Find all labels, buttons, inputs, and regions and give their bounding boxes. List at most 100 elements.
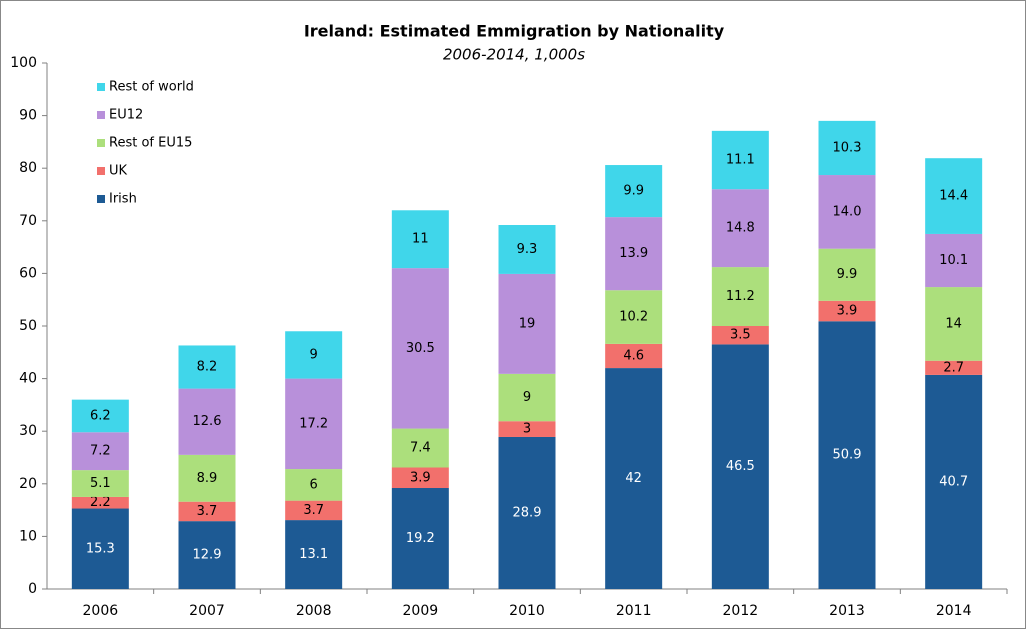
y-tick-label: 50 — [19, 318, 37, 334]
data-label: 15.3 — [86, 541, 115, 556]
data-label: 8.9 — [197, 471, 218, 486]
chart-title: Ireland: Estimated Emmigration by Nation… — [304, 22, 725, 41]
bar-segment — [925, 287, 983, 361]
data-label: 6.2 — [90, 408, 111, 423]
legend-swatch — [97, 167, 105, 175]
legend-swatch — [97, 111, 105, 119]
data-label: 30.5 — [406, 341, 435, 356]
data-label: 9.3 — [517, 242, 538, 257]
data-label: 11.1 — [726, 153, 755, 168]
bar-segment — [498, 273, 556, 374]
bar-segment — [178, 501, 236, 522]
bar-segment — [178, 345, 236, 389]
data-label: 11.2 — [726, 289, 755, 304]
data-label: 42 — [625, 471, 642, 486]
y-tick-label: 0 — [28, 581, 37, 597]
data-label: 10.1 — [939, 253, 968, 268]
legend-swatch — [97, 83, 105, 91]
bar-segment — [925, 158, 983, 234]
bar-segment — [285, 469, 343, 501]
bar-segment — [178, 521, 236, 589]
y-tick-label: 60 — [19, 265, 37, 281]
bar-segment — [605, 165, 663, 218]
bar-segment — [498, 421, 556, 437]
legend-swatch — [97, 195, 105, 203]
bar-segment — [925, 360, 983, 375]
data-label: 3.9 — [410, 470, 431, 485]
data-label: 9.9 — [837, 267, 858, 282]
data-label: 46.5 — [726, 459, 755, 474]
bar-segment — [71, 399, 129, 433]
bar-segment — [925, 374, 983, 589]
x-tick-label: 2013 — [829, 603, 865, 619]
bar-segment — [818, 300, 876, 322]
data-label: 9.9 — [623, 184, 644, 199]
data-label: 12.9 — [193, 548, 222, 563]
bar-segment — [498, 225, 556, 274]
legend-label: Rest of EU15 — [109, 136, 192, 151]
x-tick-label: 2008 — [296, 603, 332, 619]
data-label: 14.0 — [833, 204, 862, 219]
bar-segment — [818, 175, 876, 249]
bar-segment — [711, 130, 769, 190]
bar-segment — [818, 120, 876, 176]
bar-segment — [818, 321, 876, 589]
data-label: 3.9 — [837, 304, 858, 319]
data-label: 3.5 — [730, 328, 751, 343]
data-label: 9 — [523, 390, 531, 405]
bar-segment — [605, 343, 663, 369]
data-label: 7.4 — [410, 441, 431, 456]
bar-segment — [391, 268, 449, 429]
data-label: 12.6 — [193, 414, 222, 429]
bar-segment — [391, 210, 449, 269]
bar-segment — [71, 508, 129, 589]
data-label: 14 — [945, 316, 962, 331]
data-label: 2.7 — [943, 360, 964, 375]
data-label: 6 — [310, 477, 318, 492]
data-label: 19.2 — [406, 531, 435, 546]
data-label: 7.2 — [90, 444, 111, 459]
data-label: 11 — [412, 232, 429, 247]
bar-segment — [391, 467, 449, 489]
data-label: 10.2 — [619, 310, 648, 325]
data-label: 14.8 — [726, 221, 755, 236]
data-label: 3 — [523, 422, 531, 437]
y-tick-label: 100 — [10, 55, 37, 71]
x-tick-label: 2009 — [403, 603, 439, 619]
bar-segment — [711, 189, 769, 268]
legend-label: Irish — [109, 192, 137, 207]
bar-segment — [71, 470, 129, 497]
bar-segment — [285, 331, 343, 379]
data-label: 3.7 — [197, 504, 218, 519]
data-label: 5.1 — [90, 476, 111, 491]
data-label: 50.9 — [833, 448, 862, 463]
bar-segment — [391, 488, 449, 589]
bar-segment — [711, 267, 769, 326]
data-label: 10.3 — [833, 140, 862, 155]
bar-segment — [71, 496, 129, 509]
legend-swatch — [97, 139, 105, 147]
bar-segment — [178, 454, 236, 502]
x-tick-label: 2007 — [189, 603, 225, 619]
bar-segment — [925, 233, 983, 288]
bar-segment — [498, 436, 556, 589]
data-label: 2.2 — [90, 495, 111, 510]
bar-segment — [605, 217, 663, 291]
legend-label: EU12 — [109, 108, 143, 123]
data-label: 13.9 — [619, 246, 648, 261]
bar-segment — [711, 326, 769, 345]
bar-segment — [285, 378, 343, 470]
bar-segment — [71, 432, 129, 471]
x-tick-label: 2014 — [936, 603, 972, 619]
data-label: 8.2 — [197, 360, 218, 375]
x-tick-label: 2006 — [83, 603, 119, 619]
chart-subtitle: 2006-2014, 1,000s — [443, 46, 585, 64]
y-tick-label: 90 — [19, 108, 37, 124]
legend-label: Rest of world — [109, 80, 194, 95]
bar-segment — [178, 388, 236, 455]
x-tick-label: 2010 — [509, 603, 545, 619]
data-label: 9 — [310, 347, 318, 362]
x-tick-label: 2011 — [616, 603, 652, 619]
legend-label: UK — [109, 164, 128, 179]
